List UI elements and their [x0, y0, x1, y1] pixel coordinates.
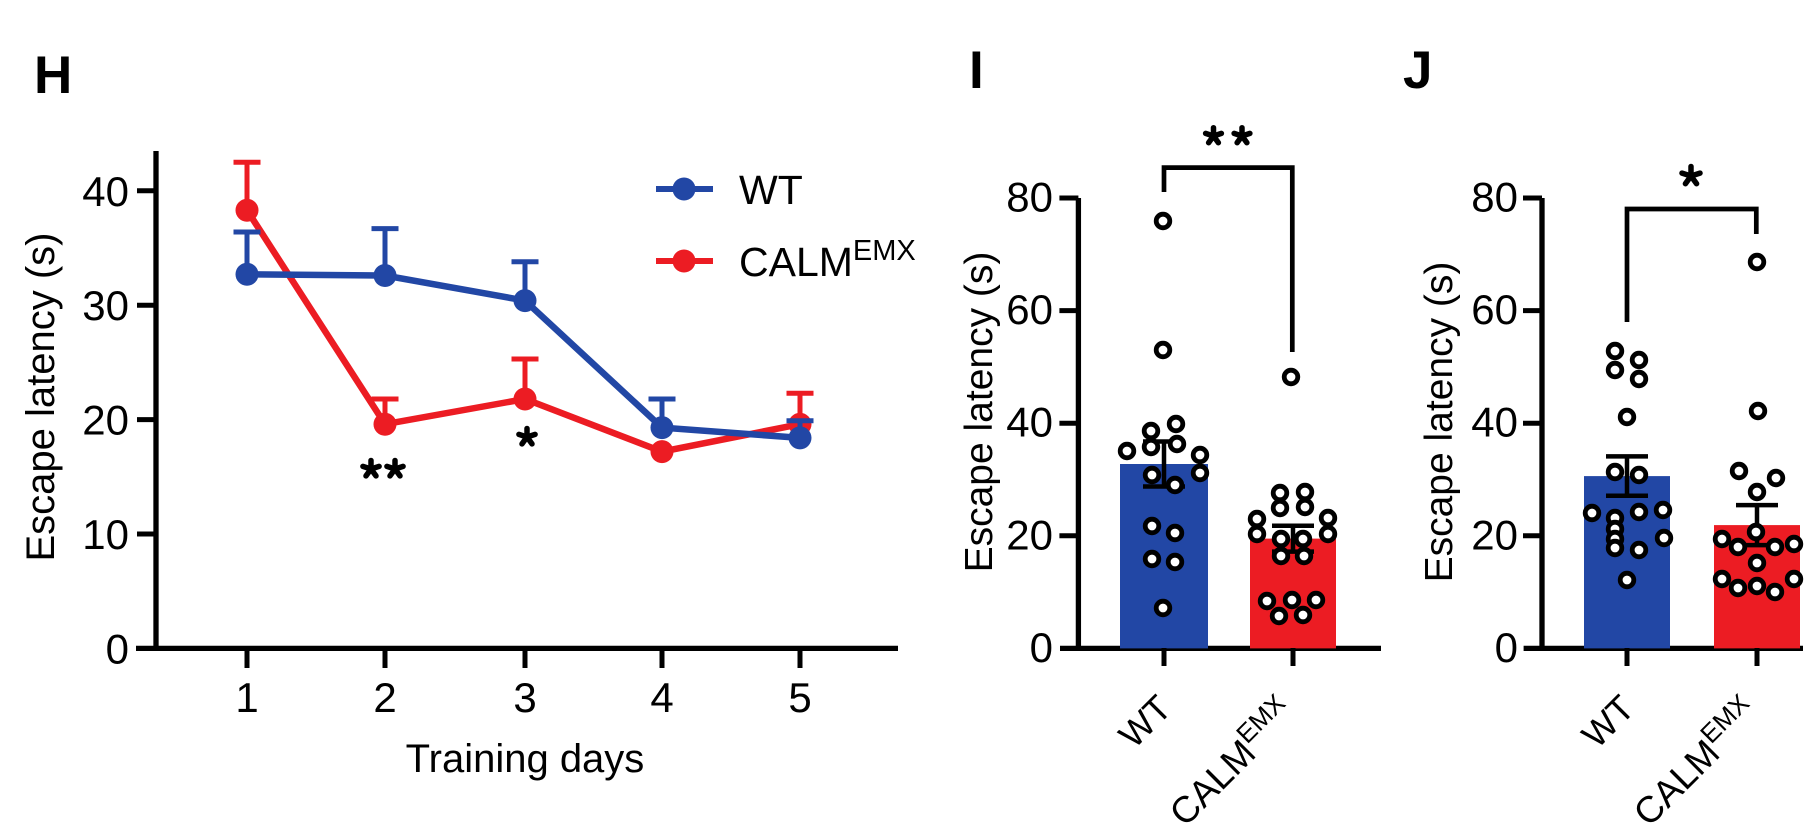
svg-text:3: 3 — [513, 674, 536, 721]
svg-text:20: 20 — [82, 397, 129, 444]
svg-text:Escape latency (s): Escape latency (s) — [1418, 262, 1461, 583]
svg-text:40: 40 — [1471, 399, 1518, 446]
svg-text:H: H — [34, 46, 72, 105]
svg-text:10: 10 — [82, 511, 129, 558]
svg-text:2: 2 — [373, 674, 396, 721]
svg-text:40: 40 — [1006, 399, 1053, 446]
svg-text:60: 60 — [1471, 286, 1518, 333]
svg-text:Escape latency (s): Escape latency (s) — [958, 252, 1001, 573]
svg-text:20: 20 — [1006, 511, 1053, 558]
svg-text:J: J — [1403, 41, 1432, 100]
svg-text:40: 40 — [82, 168, 129, 215]
svg-text:I: I — [969, 41, 984, 100]
svg-text:Training days: Training days — [406, 737, 645, 781]
svg-text:30: 30 — [82, 282, 129, 329]
svg-text:1: 1 — [235, 674, 258, 721]
svg-text:0: 0 — [1495, 624, 1518, 671]
svg-text:80: 80 — [1471, 174, 1518, 221]
svg-text:0: 0 — [106, 625, 129, 672]
svg-text:60: 60 — [1006, 286, 1053, 333]
svg-text:Escape latency (s): Escape latency (s) — [19, 232, 63, 561]
svg-text:20: 20 — [1471, 511, 1518, 558]
svg-text:WT: WT — [739, 167, 803, 213]
svg-text:5: 5 — [788, 674, 811, 721]
svg-text:4: 4 — [650, 674, 673, 721]
svg-text:0: 0 — [1030, 624, 1053, 671]
svg-text:80: 80 — [1006, 174, 1053, 221]
